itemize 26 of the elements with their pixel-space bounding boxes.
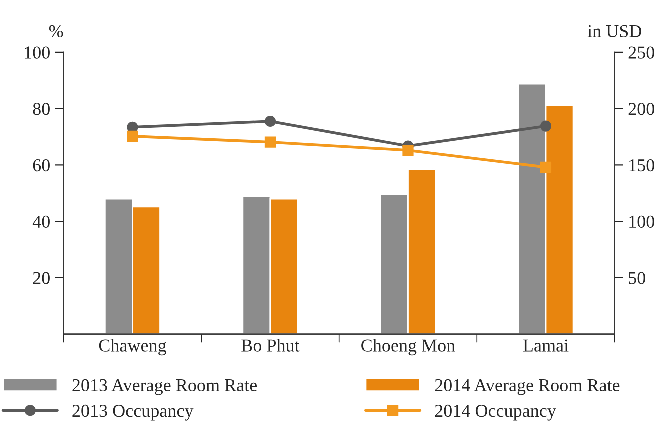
point — [264, 116, 276, 128]
y-tick-label: 40 — [32, 216, 50, 228]
legend-label: 2014 Average Room Rate — [435, 379, 620, 396]
y2-tick-label: 50 — [629, 272, 646, 284]
legend-label: 2013 Average Room Rate — [72, 379, 258, 396]
y2-tick-label: 200 — [628, 103, 654, 116]
point — [540, 120, 552, 132]
y2-tick-label: 150 — [630, 159, 654, 172]
y-axis-title: % — [49, 25, 64, 38]
y-tick-label: 20 — [33, 272, 50, 284]
point — [127, 130, 138, 142]
legend-label: 2013 Occupancy — [72, 404, 194, 421]
y-tick-label: 100 — [25, 46, 50, 59]
legend-label: 2014 Occupancy — [435, 404, 556, 421]
point — [402, 144, 414, 156]
point — [540, 162, 552, 173]
x-tick-label: Lamai — [523, 340, 569, 352]
x-tick-label: Chaweng — [99, 339, 166, 356]
x-tick-label: Bo Phut — [242, 339, 300, 352]
y2-tick-label: 100 — [630, 216, 654, 228]
x-tick-label: Choeng Mon — [362, 339, 456, 356]
y-tick-label: 60 — [33, 159, 50, 172]
y2-axis-title: in USD — [588, 25, 642, 38]
point — [264, 136, 276, 148]
y-tick-label: 80 — [33, 103, 50, 116]
y2-tick-label: 250 — [628, 46, 654, 59]
